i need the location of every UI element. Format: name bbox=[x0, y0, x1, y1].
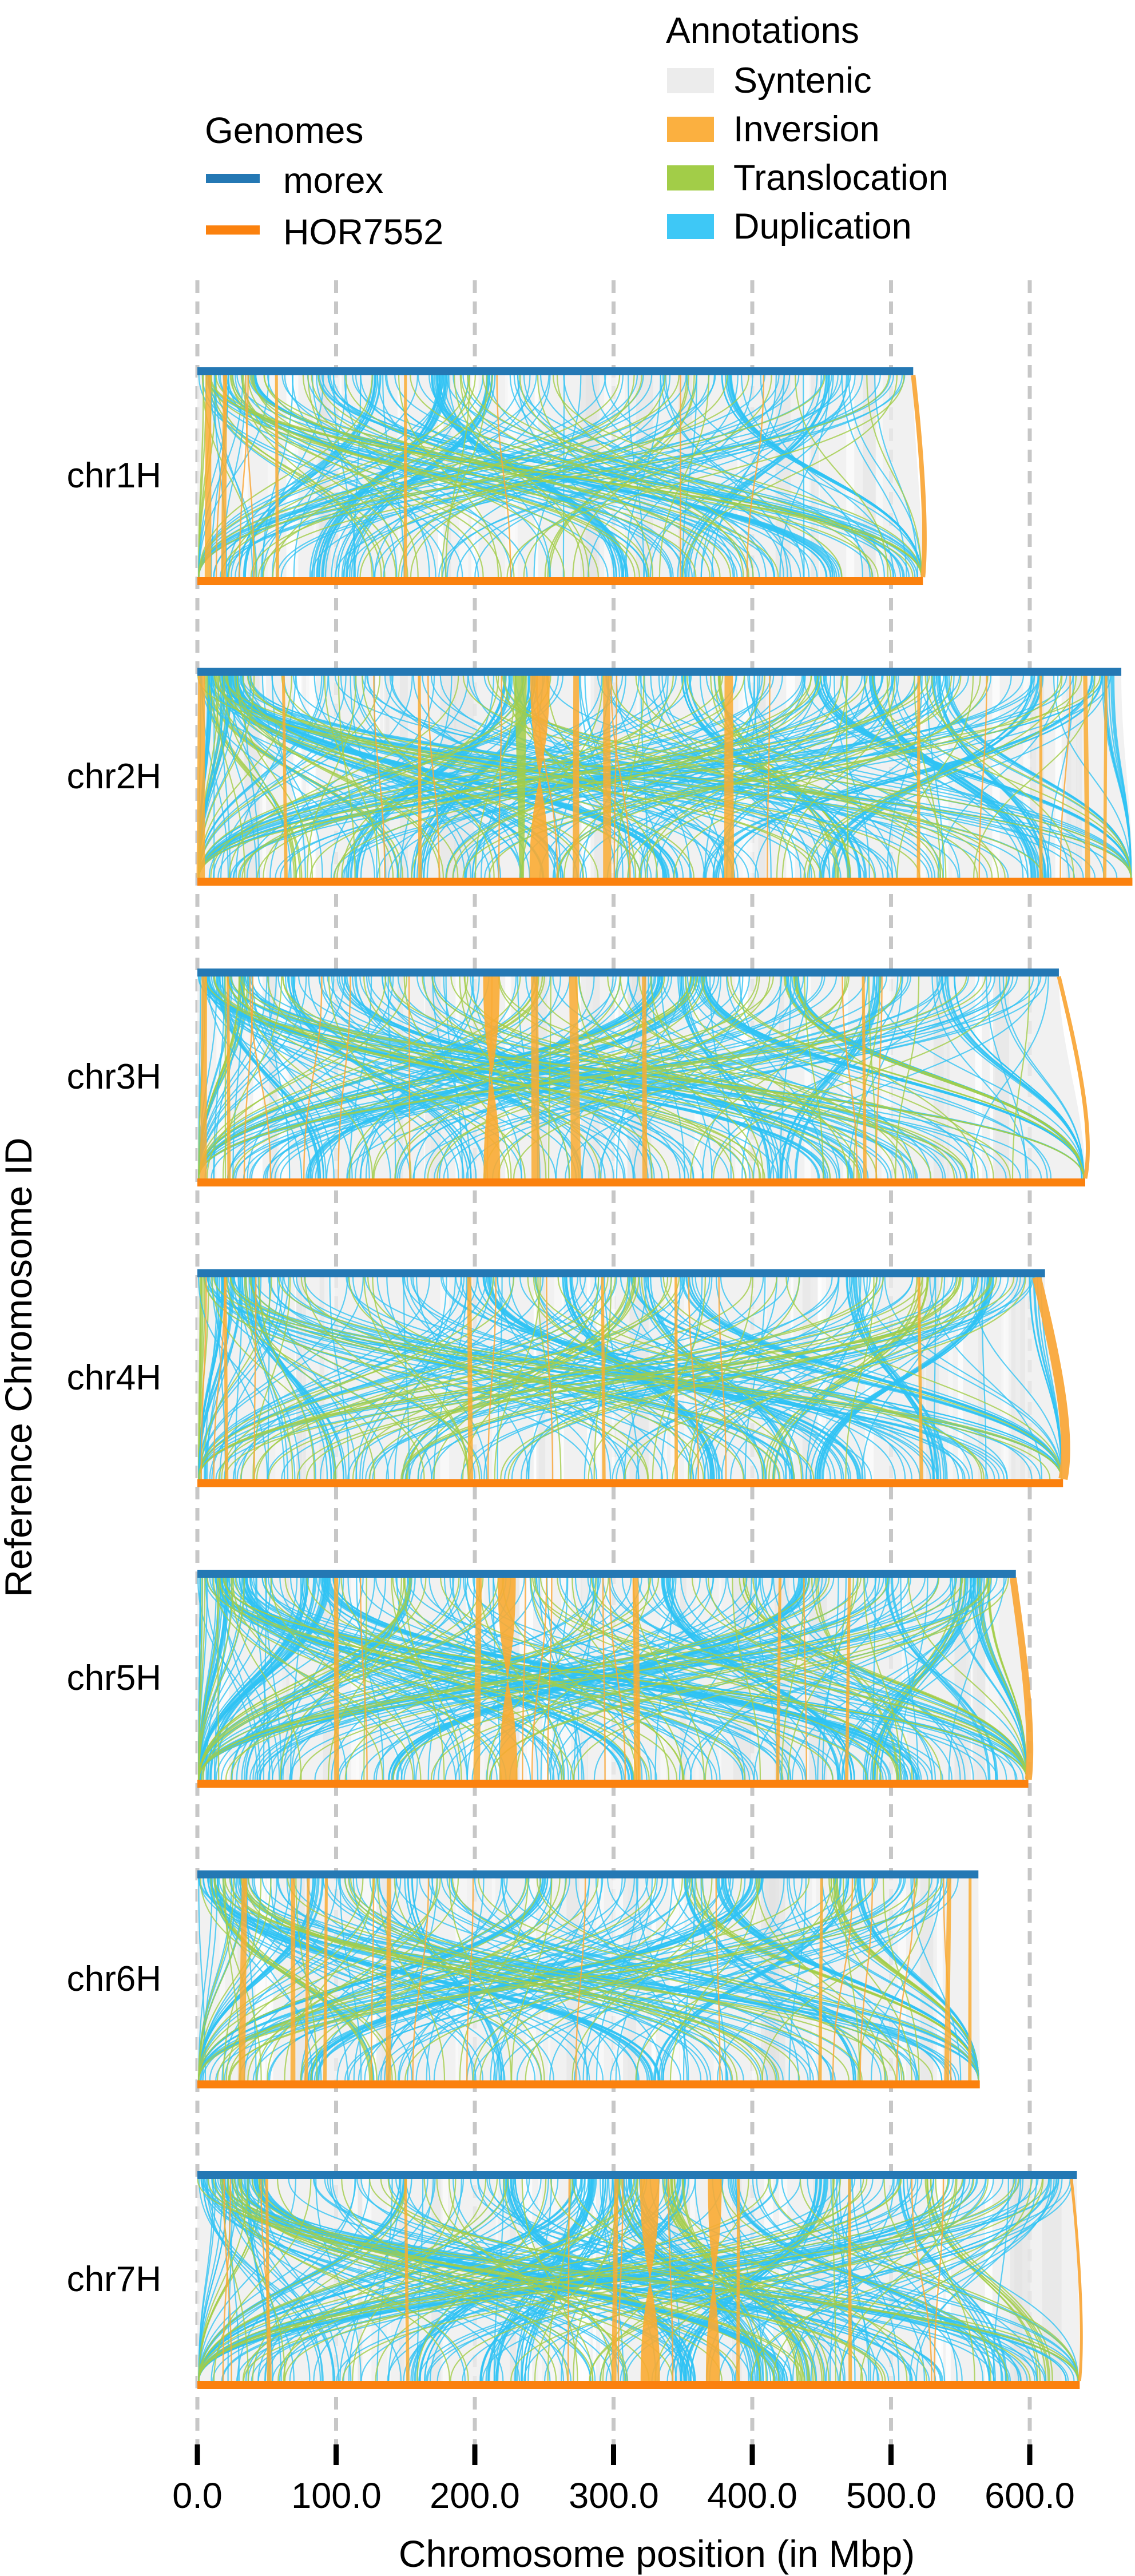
legend-annotation-label: Translocation bbox=[733, 158, 949, 198]
legend-genome-label: morex bbox=[283, 161, 384, 201]
x-tick-label: 0.0 bbox=[172, 2476, 223, 2516]
legend-line-swatch bbox=[206, 174, 260, 183]
legend-line-swatch bbox=[206, 225, 260, 235]
x-tick-label: 200.0 bbox=[430, 2476, 520, 2516]
x-tick-label: 400.0 bbox=[707, 2476, 797, 2516]
legend-annotation-label: Duplication bbox=[733, 207, 912, 247]
x-axis-title: Chromosome position (in Mbp) bbox=[398, 2533, 915, 2575]
legend-annotation-label: Syntenic bbox=[733, 61, 872, 101]
legend-annotation-label: Inversion bbox=[733, 109, 880, 149]
legend-annotation-swatch bbox=[667, 165, 714, 190]
legend-annotations-title: Annotations bbox=[666, 10, 860, 51]
chromosome-label-chr3H: chr3H bbox=[66, 1057, 161, 1097]
legend-genomes-title: Genomes bbox=[205, 110, 364, 151]
x-tick-label: 600.0 bbox=[985, 2476, 1075, 2516]
legend-annotation-swatch bbox=[667, 214, 714, 239]
x-tick-label: 500.0 bbox=[846, 2476, 936, 2516]
chromosome-label-chr1H: chr1H bbox=[66, 456, 161, 495]
legend-genome-label: HOR7552 bbox=[283, 212, 444, 252]
legend-annotation-swatch bbox=[667, 68, 714, 93]
chromosome-label-chr6H: chr6H bbox=[66, 1959, 161, 1999]
x-tick-label: 100.0 bbox=[291, 2476, 382, 2516]
chromosome-label-chr2H: chr2H bbox=[66, 757, 161, 796]
x-tick-label: 300.0 bbox=[569, 2476, 659, 2516]
chromosome-label-chr7H: chr7H bbox=[66, 2260, 161, 2299]
legend-annotation-swatch bbox=[667, 117, 714, 142]
chromosome-label-chr4H: chr4H bbox=[66, 1358, 161, 1398]
chromosome-label-chr5H: chr5H bbox=[66, 1658, 161, 1698]
